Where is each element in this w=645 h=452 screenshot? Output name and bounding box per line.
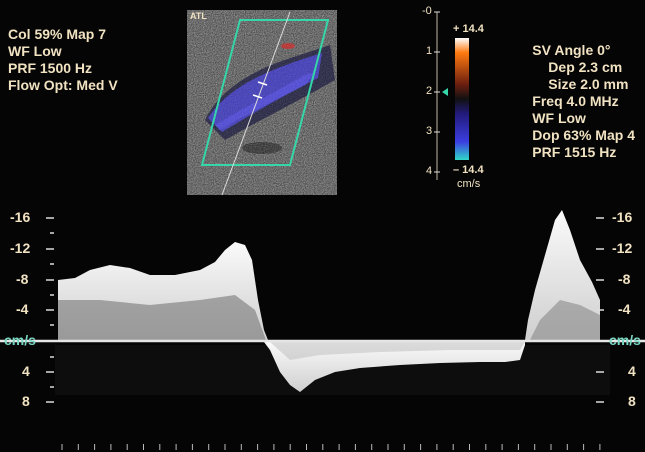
vel-right-neg4: -4 [618, 301, 631, 317]
prf-doppler: PRF 1515 Hz [532, 144, 617, 160]
sv-angle: SV Angle 0° [532, 42, 611, 58]
depth-label-4: 4 [426, 165, 433, 177]
prf-color: PRF 1500 Hz [8, 60, 93, 76]
doppler-gain: Dop 63% Map 4 [532, 127, 635, 143]
vel-left-neg8: -8 [16, 271, 29, 287]
vel-right-4: 4 [628, 363, 636, 379]
vel-left-8: 8 [22, 393, 30, 409]
color-bar-unit: cm/s [457, 178, 481, 190]
vel-right-8: 8 [628, 393, 636, 409]
bmode-image [187, 10, 337, 195]
frequency: Freq 4.0 MHz [532, 93, 619, 109]
doppler-cursor-line [221, 11, 291, 196]
vel-right-unit: cm/s [609, 332, 641, 348]
depth-label-3: 3 [426, 125, 433, 137]
doppler-params-panel: SV Angle 0° Dep 2.3 cm Size 2.0 mm Freq … [532, 42, 635, 161]
focus-marker [442, 88, 448, 96]
depth-ticks [434, 11, 440, 173]
depth-label-0: -0 [422, 5, 432, 17]
depth-label-1: 1 [426, 45, 433, 57]
vel-left-neg4: -4 [16, 301, 29, 317]
depth-label-2: 2 [426, 85, 433, 97]
velocity-ticks-right [596, 217, 604, 403]
sv-size: Size 2.0 mm [548, 76, 629, 92]
color-params-panel: Col 59% Map 7 WF Low PRF 1500 Hz Flow Op… [8, 26, 118, 94]
wall-filter: WF Low [8, 43, 62, 59]
color-bar-min: – 14.4 [453, 164, 484, 176]
color-box [200, 19, 330, 166]
vel-left-neg12: -12 [10, 240, 31, 256]
flow-optimization: Flow Opt: Med V [8, 77, 118, 93]
vel-right-neg8: -8 [618, 271, 631, 287]
sv-depth: Dep 2.3 cm [548, 59, 623, 75]
brand-logo: ATL [190, 11, 207, 21]
vel-left-neg16: -16 [10, 209, 31, 225]
color-velocity-bar [455, 38, 469, 160]
velocity-ticks-left [46, 217, 54, 403]
color-gain: Col 59% Map 7 [8, 26, 107, 42]
vel-right-neg12: -12 [612, 240, 633, 256]
doppler-wall-filter: WF Low [532, 110, 586, 126]
vel-left-unit: cm/s [4, 332, 36, 348]
spectral-trace [55, 210, 610, 395]
vel-left-4: 4 [22, 363, 30, 379]
color-bar-max: + 14.4 [453, 23, 484, 35]
time-axis-ticks [61, 444, 601, 450]
vel-right-neg16: -16 [612, 209, 633, 225]
